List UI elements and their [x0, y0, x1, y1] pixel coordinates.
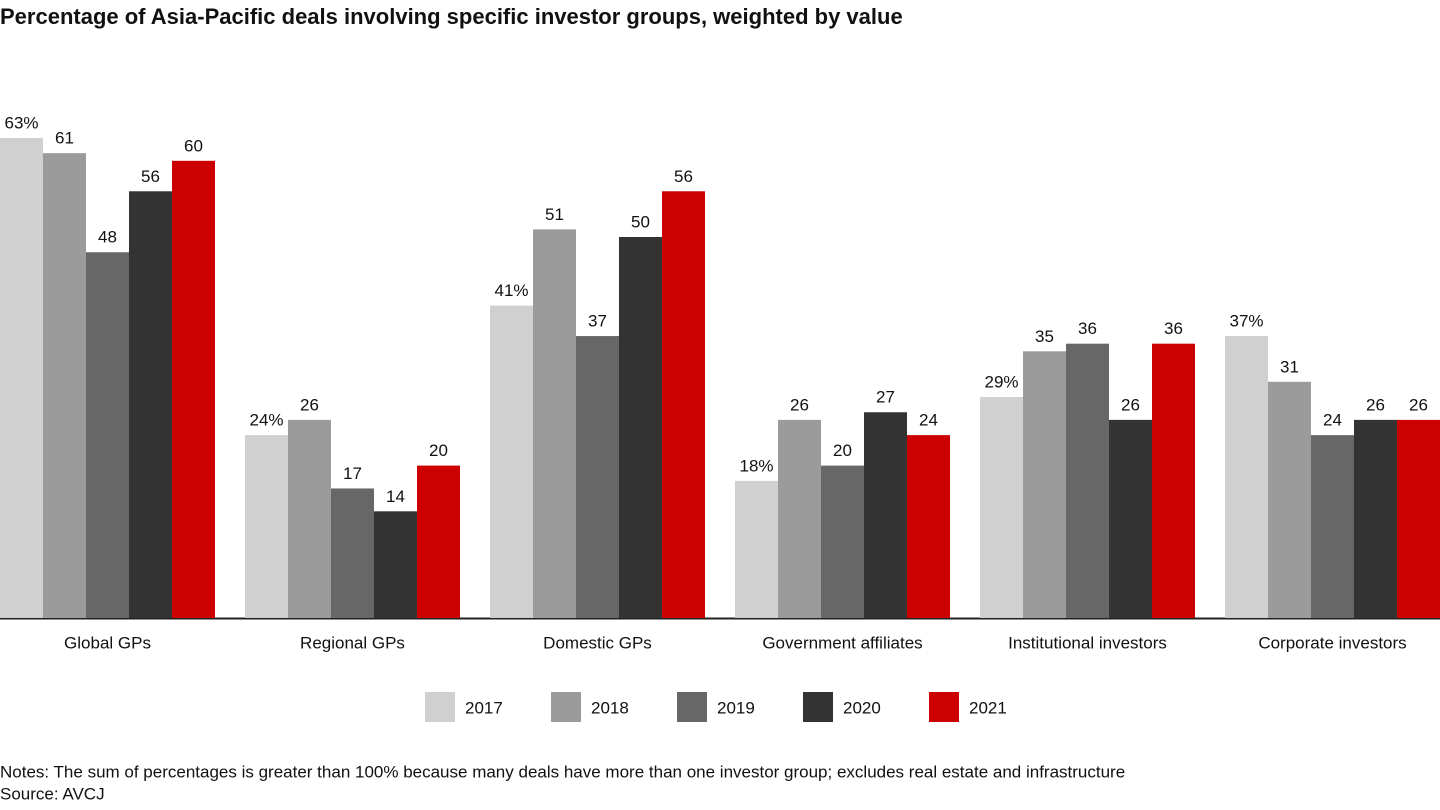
- notes: Notes: The sum of percentages is greater…: [0, 762, 1125, 781]
- bar: [1225, 336, 1268, 618]
- data-label: 63%: [4, 113, 38, 132]
- legend-label: 2021: [969, 698, 1007, 717]
- data-label: 24: [1323, 411, 1342, 430]
- bar: [533, 229, 576, 618]
- legend-label: 2019: [717, 698, 755, 717]
- data-label: 29%: [984, 373, 1018, 392]
- bar: [619, 237, 662, 618]
- data-label: 26: [300, 395, 319, 414]
- x-tick-label: Corporate investors: [1258, 633, 1406, 652]
- bar: [907, 435, 950, 618]
- bar: [245, 435, 288, 618]
- legend-label: 2020: [843, 698, 881, 717]
- bar: [43, 153, 86, 618]
- data-label: 24%: [249, 411, 283, 430]
- data-label: 41%: [494, 281, 528, 300]
- bar: [129, 191, 172, 618]
- data-label: 20: [833, 441, 852, 460]
- bar: [1109, 419, 1152, 618]
- data-label: 14: [386, 487, 405, 506]
- data-label: 36: [1078, 319, 1097, 338]
- bar: [288, 419, 331, 618]
- legend-swatch: [677, 692, 707, 722]
- bar: [1397, 419, 1440, 618]
- legend-swatch: [551, 692, 581, 722]
- x-tick-label: Global GPs: [64, 633, 151, 652]
- data-label: 50: [631, 212, 650, 231]
- bar: [980, 397, 1023, 618]
- bar: [490, 305, 533, 618]
- bar: [1311, 435, 1354, 618]
- bar: [662, 191, 705, 618]
- chart-title: Percentage of Asia-Pacific deals involvi…: [0, 4, 903, 29]
- x-tick-label: Regional GPs: [300, 633, 405, 652]
- x-tick-label: Institutional investors: [1008, 633, 1167, 652]
- legend-swatch: [425, 692, 455, 722]
- bar: [172, 160, 215, 619]
- data-label: 26: [790, 395, 809, 414]
- data-label: 51: [545, 205, 564, 224]
- bar: [1066, 343, 1109, 618]
- data-label: 37: [588, 312, 607, 331]
- source: Source: AVCJ: [0, 784, 105, 803]
- data-label: 17: [343, 464, 362, 483]
- data-label: 36: [1164, 319, 1183, 338]
- data-label: 24: [919, 411, 938, 430]
- data-label: 48: [98, 228, 117, 247]
- data-label: 27: [876, 388, 895, 407]
- bar: [1152, 343, 1195, 618]
- data-label: 26: [1121, 395, 1140, 414]
- data-label: 26: [1366, 395, 1385, 414]
- bar: [0, 137, 43, 618]
- data-label: 26: [1409, 395, 1428, 414]
- bar: [1023, 351, 1066, 618]
- bar: [417, 465, 460, 618]
- data-label: 31: [1280, 357, 1299, 376]
- bar: [735, 480, 778, 618]
- legend-label: 2018: [591, 698, 629, 717]
- x-tick-label: Government affiliates: [762, 633, 922, 652]
- legend-swatch: [803, 692, 833, 722]
- bar: [576, 336, 619, 618]
- bar: [331, 488, 374, 618]
- x-tick-label: Domestic GPs: [543, 633, 652, 652]
- bar: [778, 419, 821, 618]
- data-label: 20: [429, 441, 448, 460]
- bar: [864, 412, 907, 618]
- legend-label: 2017: [465, 698, 503, 717]
- data-label: 35: [1035, 327, 1054, 346]
- bar: [374, 511, 417, 618]
- data-label: 61: [55, 129, 74, 148]
- bar: [1354, 419, 1397, 618]
- bar: [821, 465, 864, 618]
- bar: [1268, 381, 1311, 618]
- data-label: 18%: [739, 456, 773, 475]
- data-label: 37%: [1229, 312, 1263, 331]
- legend-swatch: [929, 692, 959, 722]
- data-label: 60: [184, 136, 203, 155]
- bar: [86, 252, 129, 619]
- data-label: 56: [141, 167, 160, 186]
- data-label: 56: [674, 167, 693, 186]
